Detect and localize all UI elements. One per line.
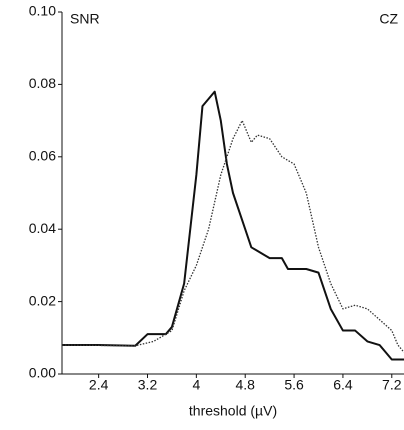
- x-tick-label: 2.4: [89, 377, 109, 393]
- y-tick-label: 0.04: [29, 220, 56, 236]
- x-tick-label: 4.8: [235, 377, 255, 393]
- y-tick-label: 0.02: [29, 292, 56, 308]
- x-tick-label: 7.2: [382, 377, 402, 393]
- x-tick-label: 3.2: [138, 377, 158, 393]
- y-tick-label: 0.10: [29, 3, 56, 19]
- series-line: [62, 90, 404, 361]
- y-tick-label: 0.08: [29, 75, 56, 91]
- y-tick-label: 0.00: [29, 365, 56, 381]
- x-tick-label: 5.6: [284, 377, 304, 393]
- y-axis-label: SNR: [70, 11, 100, 27]
- series-line: [61, 119, 404, 353]
- x-axis-label: threshold (µV): [189, 403, 277, 419]
- y-tick-label: 0.06: [29, 148, 56, 164]
- x-tick-label: 4: [192, 377, 200, 393]
- channel-label: CZ: [379, 11, 398, 27]
- x-tick-label: 6.4: [333, 377, 353, 393]
